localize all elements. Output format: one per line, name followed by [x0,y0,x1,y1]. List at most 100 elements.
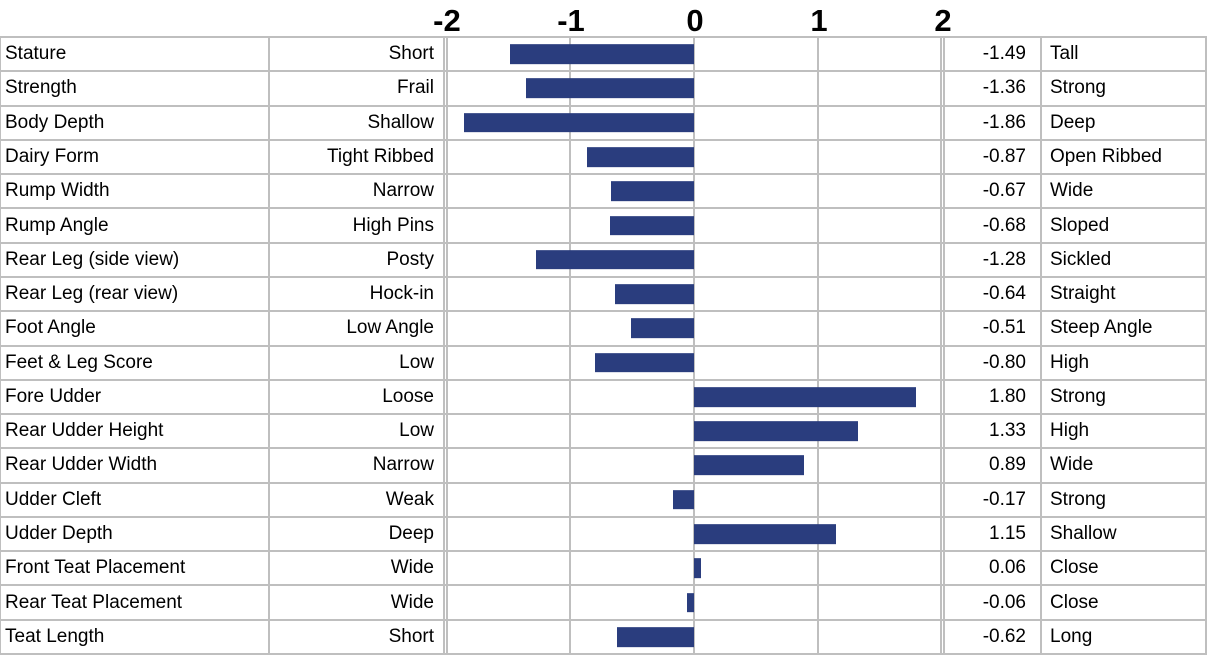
plot-gridline [445,243,448,276]
low-end-label: Short [270,620,445,655]
plot-gridline [569,312,572,345]
table-row: Front Teat Placement Wide 0.06 Close [1,552,1207,587]
bar-cell [445,38,945,73]
table-row: Teat Length Short -0.62 Long [1,620,1207,655]
plot-gridline [816,346,819,379]
table-row: Rump Width Narrow -0.67 Wide [1,175,1207,210]
trait-name: Rear Leg (rear view) [1,277,270,313]
high-end-label: High [1042,415,1207,450]
plot-gridline [940,586,943,619]
plot-gridline [693,346,695,379]
plot-gridline [940,517,943,551]
plot-gridline [445,38,448,71]
table-row: Rump Angle High Pins -0.68 Sloped [1,209,1207,244]
plot-gridline [816,277,819,311]
low-end-label: Narrow [270,449,445,484]
low-end-label: Hock-in [270,277,445,313]
plot-gridline [569,449,572,482]
high-end-label: Tall [1042,38,1207,73]
trait-name: Rear Leg (side view) [1,243,270,278]
table-row: Fore Udder Loose 1.80 Strong [1,380,1207,416]
sta-value: 0.06 [945,552,1042,587]
trait-table: Stature Short -1.49 Tall Strength Frail … [0,36,1207,655]
sta-bar [535,249,694,270]
trait-name: Teat Length [1,620,270,655]
sta-value: 1.33 [945,415,1042,450]
low-end-label: Weak [270,483,445,518]
low-end-label: Short [270,38,445,73]
plot-gridline [816,140,819,174]
axis-tick-labels: -2 -1 0 1 2 [433,0,951,38]
plot-gridline [569,552,572,585]
plot-gridline [816,449,819,482]
sta-bar [526,78,694,99]
trait-name: Rump Width [1,175,270,210]
plot-gridline [445,449,448,482]
high-end-label: Shallow [1042,517,1207,553]
plot-gridline [693,106,695,139]
trait-name: Front Teat Placement [1,552,270,587]
trait-name: Rear Udder Width [1,449,270,484]
plot-gridline [693,277,695,311]
plot-gridline [445,175,448,208]
bar-cell [445,483,945,518]
plot-gridline [940,449,943,482]
plot-gridline [940,175,943,208]
sta-value: -1.28 [945,243,1042,278]
plot-gridline [445,72,448,105]
plot-gridline [693,243,695,276]
plot-gridline [816,586,819,619]
axis-header: -2 -1 0 1 2 [0,0,1207,36]
plot-gridline [693,312,695,345]
sta-value: -0.62 [945,620,1042,655]
plot-gridline [445,586,448,619]
bar-cell [445,209,945,244]
bar-cell [445,620,945,655]
axis-tick-label: -1 [557,3,585,38]
sta-bar [673,489,694,510]
plot-gridline [445,415,448,448]
table-row: Rear Udder Width Narrow 0.89 Wide [1,449,1207,484]
plot-gridline [816,552,819,585]
table-row: Foot Angle Low Angle -0.51 Steep Angle [1,312,1207,347]
sta-bar [694,524,837,544]
plot-gridline [445,483,448,516]
plot-gridline [940,38,943,71]
axis-tick-label: -2 [433,3,461,38]
sta-bar [595,352,694,373]
low-end-label: Loose [270,380,445,416]
high-end-label: Straight [1042,277,1207,313]
plot-gridline [940,243,943,276]
trait-name: Strength [1,72,270,107]
high-end-label: Wide [1042,175,1207,210]
bar-cell [445,106,945,141]
low-end-label: Narrow [270,175,445,210]
plot-gridline [569,517,572,551]
table-row: Udder Cleft Weak -0.17 Strong [1,483,1207,518]
plot-gridline [940,483,943,516]
high-end-label: Close [1042,552,1207,587]
low-end-label: Posty [270,243,445,278]
bar-cell [445,586,945,621]
trait-name: Rear Udder Height [1,415,270,450]
plot-gridline [445,620,448,653]
bar-cell [445,380,945,416]
plot-gridline [940,312,943,345]
plot-gridline [445,552,448,585]
plot-gridline [816,209,819,242]
low-end-label: Frail [270,72,445,107]
bar-cell [445,449,945,484]
plot-gridline [816,483,819,516]
sta-value: -1.86 [945,106,1042,141]
plot-gridline [445,106,448,139]
plot-gridline [569,483,572,516]
plot-gridline [569,415,572,448]
bar-cell [445,517,945,553]
table-row: Body Depth Shallow -1.86 Deep [1,106,1207,141]
plot-gridline [940,106,943,139]
sta-value: -0.68 [945,209,1042,244]
plot-gridline [816,620,819,653]
plot-gridline [445,277,448,311]
trait-name: Udder Cleft [1,483,270,518]
table-row: Rear Udder Height Low 1.33 High [1,415,1207,450]
